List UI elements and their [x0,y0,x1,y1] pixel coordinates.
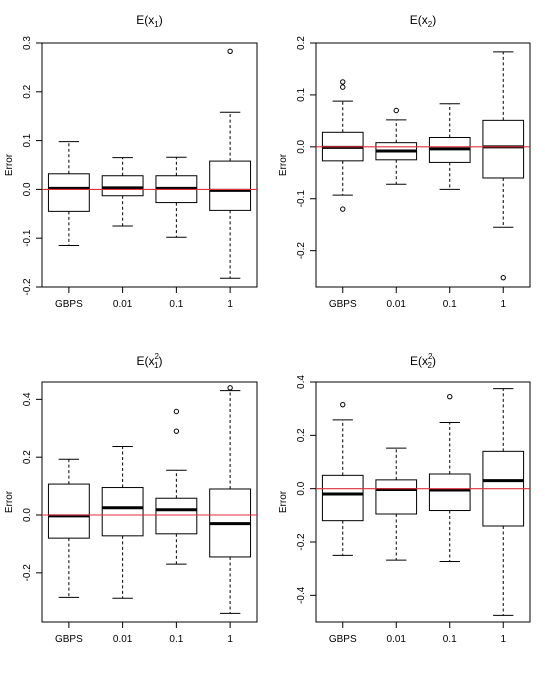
plot-frame [41,381,258,623]
outlier-point [173,408,180,415]
box-GBPS [47,141,90,247]
x-tick-label: 0.01 [113,634,133,645]
x-tick-label: GBPS [329,634,357,645]
plot-frame [315,42,531,288]
y-tick-label: -0.1 [22,229,33,247]
box-0.1 [428,103,471,190]
x-tick-label: 0.1 [169,299,183,310]
x-tick-label: 0.01 [113,299,133,310]
box-1 [209,48,252,279]
iqr-box [482,119,525,179]
panel-title: E(x2) [410,13,436,29]
y-tick-label: 0.4 [22,392,33,406]
x-tick-label: 0.01 [387,634,407,645]
box-1 [482,51,525,281]
outlier-point [173,428,180,434]
x-tick-label: 1 [227,634,233,645]
panel-3: E(x2 1) Error -0.2 0.0 0.2 0.4 GBPS 0.01 0.1 1 [4,352,258,645]
y-axis-label: Error [278,490,289,513]
iqr-box [101,487,144,537]
y-tick-label: 0.2 [296,36,307,50]
y-tick-label: 0.1 [22,133,33,147]
x-tick-label: 0.01 [387,299,407,310]
y-axis-label: Error [278,153,289,176]
iqr-box [428,473,471,512]
y-tick-label: 0.3 [22,36,33,50]
x-tick-label: 1 [500,634,506,645]
box-GBPS [47,458,90,598]
box-GBPS [321,401,364,556]
box-0.1 [155,408,198,565]
y-tick-label: 0.0 [22,508,33,522]
iqr-box [209,160,252,211]
outlier-point [393,107,399,114]
iqr-box [155,497,198,535]
y-tick-label: -0.1 [296,190,307,208]
outlier-point [227,48,233,54]
iqr-box [375,479,418,515]
panel-title: E(x1) [136,13,162,29]
y-tick-label: -0.4 [296,586,307,604]
x-tick-label: GBPS [55,299,83,310]
iqr-box [47,173,90,212]
box-1 [482,388,525,616]
y-tick-label: 0.2 [22,84,33,98]
x-tick-label: GBPS [329,299,357,310]
x-tick-label: 0.1 [443,299,457,310]
outlier-point [340,84,346,90]
x-tick-label: 0.1 [169,634,183,645]
y-tick-label: -0.2 [296,533,307,551]
iqr-box [47,483,90,539]
x-tick-label: 1 [227,299,233,310]
y-tick-label: 0.0 [296,481,307,495]
y-axis-label: Error [4,490,15,513]
box-0.01 [101,157,144,227]
box-0.01 [375,447,418,561]
y-tick-label: 0.0 [22,182,33,196]
plot-frame [41,42,258,288]
iqr-box [321,474,364,522]
x-tick-label: 0.1 [443,634,457,645]
y-tick-label: -0.2 [22,564,33,582]
panel-1: E(x1) Error -0.2 -0.1 0.0 0.1 0.2 0.3 GBPS 0.01 0.… [4,13,258,310]
panel-4: E(x2 2) Error -0.4 -0.2 0.0 0.2 0.4 GBPS 0.01 0.1 1 [278,352,531,645]
panel-title: E(x2 1) [137,352,163,370]
outlier-point [500,274,506,281]
outlier-point [340,206,346,212]
y-tick-label: -0.2 [296,242,307,260]
y-tick-label: 0.0 [296,139,307,153]
x-tick-label: GBPS [55,634,83,645]
box-0.01 [375,107,418,185]
panel-2: E(x2) Error -0.2 -0.1 0.0 0.1 0.2 GBPS 0.01 0.1 1 [278,13,531,310]
box-0.1 [428,393,471,562]
box-GBPS [321,79,364,212]
outlier-point [227,385,233,391]
y-tick-label: -0.2 [22,278,33,296]
box-0.1 [155,156,198,238]
y-tick-label: 0.4 [296,375,307,389]
box-0.01 [101,445,144,599]
y-axis-label: Error [4,153,15,176]
panel-title: E(x2 2) [410,352,436,370]
y-tick-label: 0.2 [22,450,33,464]
y-tick-label: 0.2 [296,428,307,442]
box-1 [209,385,252,614]
y-tick-label: 0.1 [296,88,307,102]
outlier-point [447,393,453,400]
outlier-point [340,401,346,408]
outlier-point [340,79,346,85]
iqr-box [101,175,144,197]
x-tick-label: 1 [500,299,506,310]
plot-frame [315,381,531,623]
